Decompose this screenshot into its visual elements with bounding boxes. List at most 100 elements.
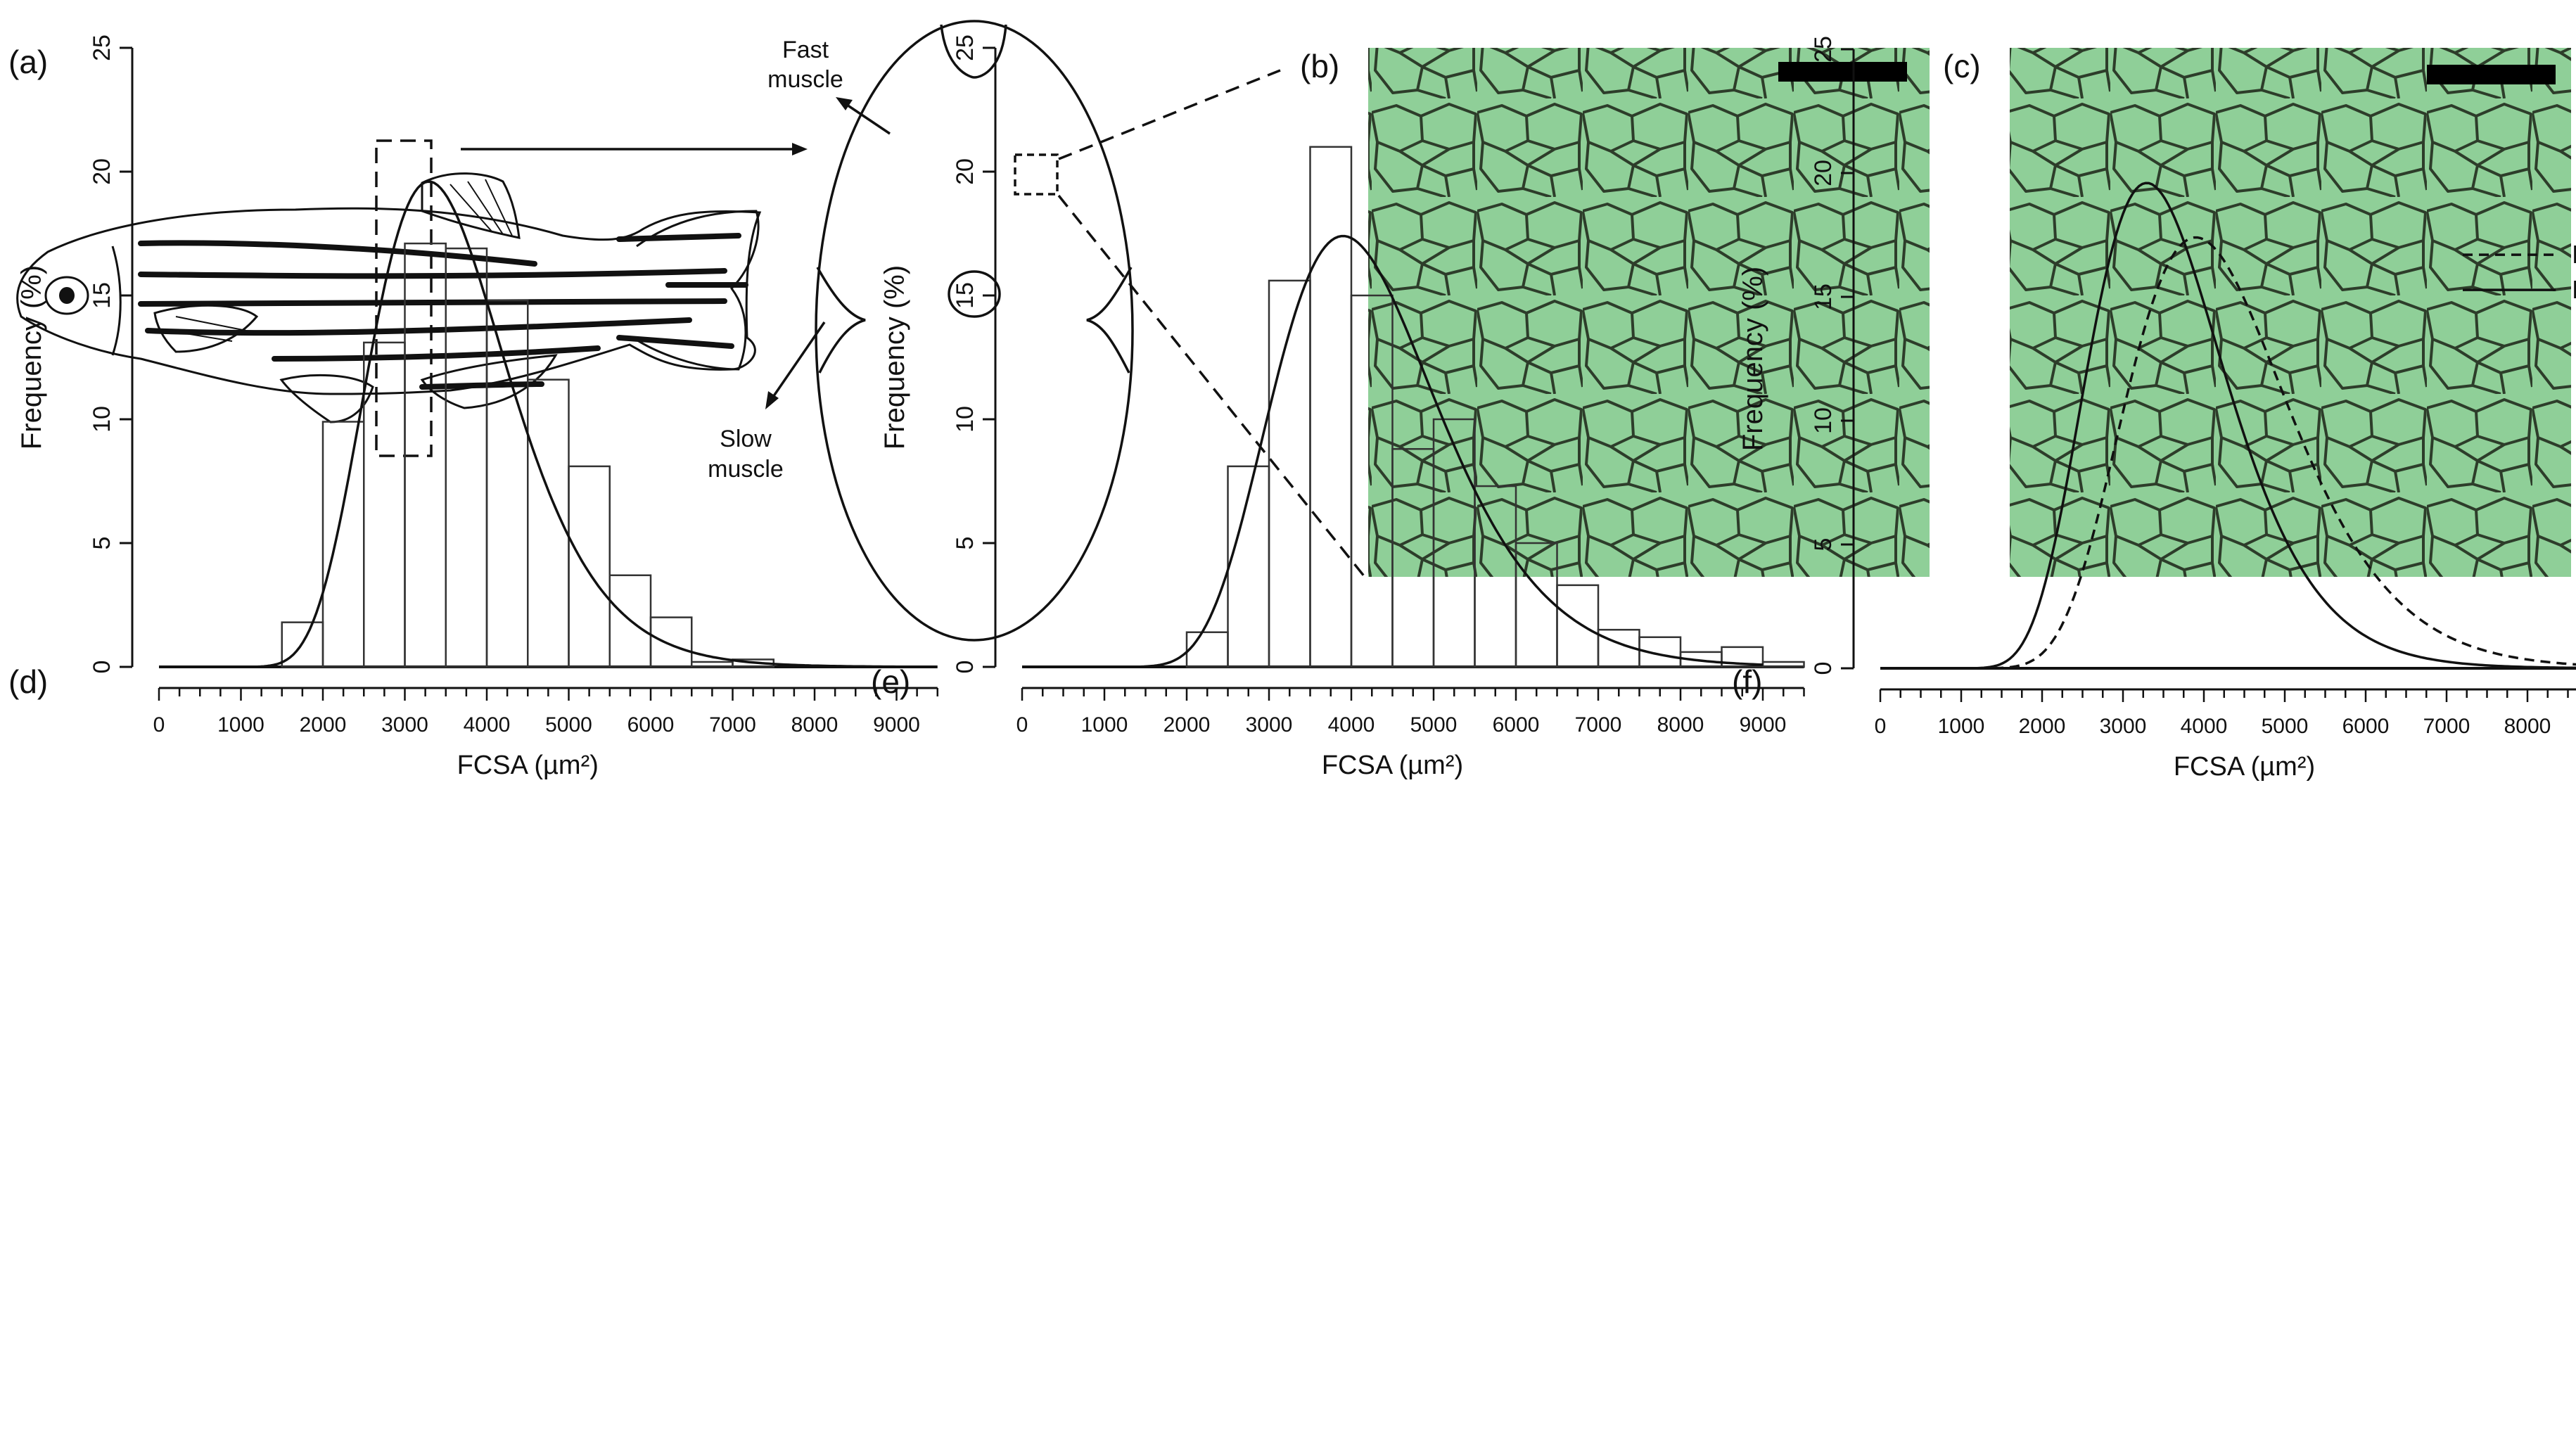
micrograph-b: [1368, 48, 1930, 577]
x-tick-label: 4000: [464, 713, 511, 737]
y-tick-label: 10: [952, 406, 978, 433]
y-tick-label: 25: [1810, 36, 1837, 63]
y-axis-label: Frequency (%): [879, 265, 910, 450]
x-axis-label: FCSA (µm²): [457, 751, 599, 780]
y-tick-label: 5: [952, 537, 978, 550]
y-tick-label: 0: [952, 661, 978, 674]
y-tick-label: 0: [1810, 662, 1837, 675]
y-tick-label: 15: [89, 282, 115, 309]
y-tick-label: 10: [89, 406, 115, 433]
histogram-bar: [1761, 661, 1805, 668]
x-tick-label: 8000: [1657, 713, 1704, 737]
x-tick-label: 5000: [545, 713, 592, 737]
curve-nc: [175, 180, 897, 668]
zoom-line-top: [1058, 69, 1281, 160]
x-tick-label: 9000: [873, 713, 920, 737]
panel-d-label: (d): [8, 663, 48, 700]
y-tick-label: 5: [89, 537, 115, 550]
panel-b-label: (b): [1300, 48, 1339, 84]
y-tick-label: 10: [1810, 407, 1837, 434]
fast-muscle-arrow: [842, 101, 891, 135]
chart-f: (f) 0 5 10 15 20 25 Frequency (%) 0 1000 2000 3000 4…: [1732, 36, 2576, 782]
panel-a-label: (a): [8, 44, 48, 80]
section-box: [375, 139, 433, 457]
histogram-bar: [1268, 279, 1311, 668]
x-tick-label: 5000: [1410, 713, 1458, 737]
x-tick-label: 3000: [381, 713, 428, 737]
fish-stripes: [138, 233, 748, 390]
x-tick-label: 1000: [1081, 713, 1128, 737]
legend-label: NC: [2572, 275, 2576, 304]
x-tick-label: 1000: [1938, 715, 1985, 738]
histogram-bar: [321, 421, 365, 668]
y-tick-label: 20: [952, 158, 978, 185]
panel-b: (b): [1300, 48, 1930, 577]
x-tick-label: 0: [1875, 715, 1887, 738]
histogram-bar: [568, 465, 611, 668]
x-tick-label: 9000: [1740, 713, 1787, 737]
x-tick-label: 2000: [300, 713, 347, 737]
x-axis-label: FCSA (µm²): [2174, 752, 2315, 782]
x-tick-label: 7000: [1575, 713, 1622, 737]
cross-section: [815, 20, 1134, 642]
y-tick-label: 25: [89, 34, 115, 61]
histogram-bar: [1309, 146, 1353, 668]
scale-bar-b: [1778, 62, 1907, 82]
chart-e: (e) 0 5 10 15 20 25 Frequency (%) 0 1000 2000 3000 4…: [871, 34, 1805, 780]
x-tick-label: 4000: [1328, 713, 1375, 737]
panel-e-label: (e): [871, 663, 910, 700]
x-tick-label: 5000: [2262, 715, 2309, 738]
x-tick-label: 0: [153, 713, 165, 737]
x-tick-label: 6000: [2342, 715, 2390, 738]
x-tick-label: 4000: [2181, 715, 2228, 738]
x-tick-label: 7000: [2423, 715, 2470, 738]
y-axis-label: Frequency (%): [1737, 267, 1768, 451]
panel-c-label: (c): [1943, 48, 1981, 84]
y-tick-label: 20: [1810, 160, 1837, 186]
x-tick-label: 6000: [1493, 713, 1540, 737]
y-tick-label: 20: [89, 158, 115, 185]
y-tick-label: 15: [952, 282, 978, 309]
histogram-bar: [649, 616, 693, 668]
legend-label: FA: [2572, 240, 2576, 269]
slow-muscle-label-line2: muscle: [708, 456, 784, 483]
x-tick-label: 8000: [791, 713, 839, 737]
fast-muscle-label-line2: muscle: [767, 66, 843, 93]
x-tick-label: 0: [1016, 713, 1028, 737]
micrograph-c: [2010, 48, 2571, 577]
x-tick-label: 3000: [2100, 715, 2147, 738]
x-tick-label: 8000: [2504, 715, 2551, 738]
slow-muscle-arrow: [769, 321, 826, 402]
curve-nc: [1896, 181, 2576, 670]
fast-muscle-label-line1: Fast: [782, 37, 829, 63]
y-tick-label: 5: [1810, 538, 1837, 552]
x-tick-label: 1000: [217, 713, 264, 737]
y-tick-label: 15: [1810, 283, 1837, 310]
curve-fa: [1038, 234, 1764, 668]
histogram-bar: [1721, 646, 1764, 668]
panel-f-label: (f): [1732, 663, 1762, 700]
histogram-bar: [1185, 631, 1229, 668]
scale-bar-c: [2427, 65, 2556, 84]
x-tick-label: 7000: [709, 713, 756, 737]
panel-c: (c): [1943, 48, 2571, 577]
panel-a: (a): [8, 20, 1366, 642]
curve-fa: [1896, 236, 2576, 670]
x-tick-label: 2000: [2019, 715, 2066, 738]
histogram-bar: [1556, 584, 1600, 668]
x-tick-label: 6000: [627, 713, 675, 737]
histogram-bar: [691, 661, 734, 668]
histogram-bar: [363, 341, 406, 668]
eye-icon: [59, 287, 75, 304]
y-tick-label: 0: [89, 661, 115, 674]
zebrafish-drawing: [16, 172, 762, 423]
zoom-line-bottom: [1057, 194, 1366, 578]
slow-muscle-label-line1: Slow: [720, 426, 772, 452]
histogram-bar: [445, 247, 488, 668]
x-tick-label: 3000: [1246, 713, 1293, 737]
y-tick-label: 25: [952, 34, 978, 61]
chart-d: (d) 0 5 10 15 20 25 Frequency (%) 0 1000 2000 3000 4…: [8, 34, 938, 780]
y-axis-label: Frequency (%): [16, 265, 47, 450]
x-axis-label: FCSA (µm²): [1322, 751, 1463, 780]
